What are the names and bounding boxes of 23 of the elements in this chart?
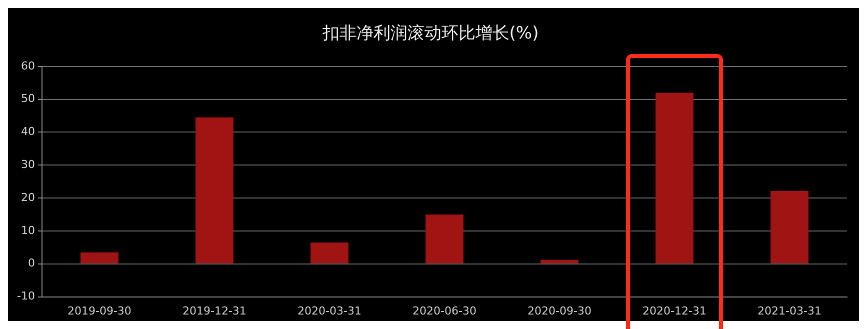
- x-tick-label: 2020-06-30: [412, 304, 476, 318]
- chart-title: 扣非净利润滚动环比增长(%): [321, 24, 539, 44]
- bar: [426, 214, 464, 264]
- bar: [540, 260, 578, 264]
- y-tick-label: -10: [17, 290, 35, 303]
- y-tick-label: 60: [20, 59, 35, 72]
- bar: [80, 252, 118, 264]
- bar: [196, 117, 234, 264]
- bar: [656, 92, 694, 264]
- x-tick-label: 2020-09-30: [528, 304, 592, 318]
- x-tick-label: 2019-12-31: [182, 304, 246, 318]
- x-tick-label: 2020-12-31: [642, 304, 706, 318]
- y-tick-label: 50: [20, 92, 35, 106]
- bar: [770, 190, 808, 264]
- x-tick-label: 2019-09-30: [68, 304, 132, 318]
- y-tick-label: 30: [20, 158, 35, 171]
- bar: [310, 242, 348, 264]
- y-tick-label: 0: [28, 256, 35, 270]
- y-tick-label: 10: [20, 224, 35, 237]
- x-tick-label: 2020-03-31: [298, 304, 362, 318]
- y-tick-label: 20: [20, 190, 35, 204]
- x-tick-label: 2021-03-31: [758, 304, 822, 318]
- y-tick-label: 40: [20, 125, 35, 138]
